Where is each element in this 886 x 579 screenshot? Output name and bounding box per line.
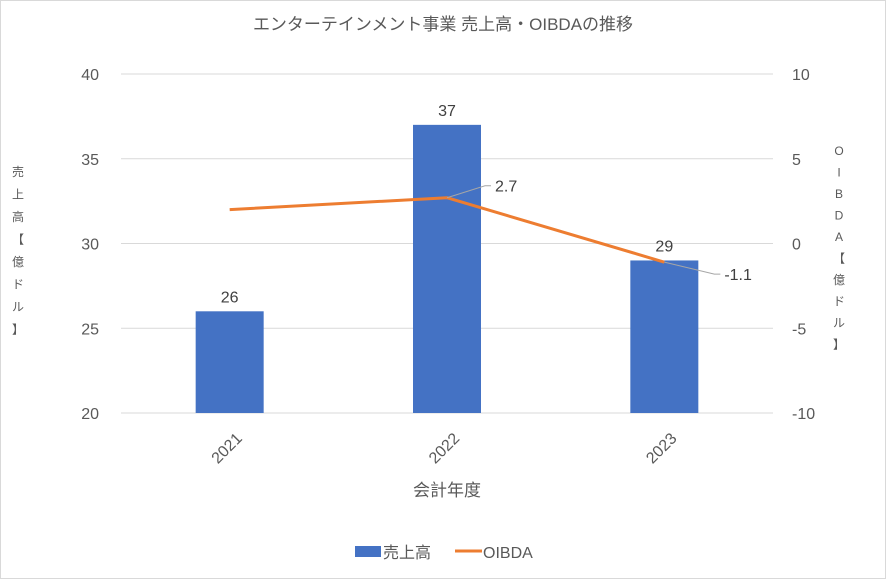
bar-data-label: 29 [655, 238, 673, 255]
y-axis-left: 20 25 30 35 40 [81, 67, 99, 423]
x-axis-title: 会計年度 [413, 481, 481, 500]
bar-series: 26 37 29 [195, 103, 699, 413]
y-axis-title-char: 【 [12, 233, 24, 247]
x-axis: 2021 2022 2023 [209, 430, 681, 467]
legend: 売上高 OIBDA [355, 544, 533, 562]
y-axis-title-char: 売 [12, 164, 24, 179]
y2-axis-title-char: 億 [833, 273, 845, 287]
y2-tick-label: 10 [792, 67, 810, 84]
bar-data-label: 37 [438, 103, 456, 120]
y-axis-title-left: 売上高【億ドル】 [12, 164, 24, 337]
y2-axis-title-char: B [835, 187, 843, 201]
bar-2021 [195, 311, 264, 413]
leader-line [446, 185, 491, 199]
y-axis-title-char: 億 [12, 255, 24, 269]
chart-title: エンターテインメント事業 売上高・OIBDAの推移 [253, 15, 633, 34]
bar-2023 [630, 260, 699, 413]
y2-axis-title-char: A [835, 230, 843, 244]
legend-label-oibda: OIBDA [483, 545, 533, 562]
y-axis-title-right: OIBDA 【億ドル】 [833, 144, 845, 352]
y-axis-title-char: 上 [12, 188, 24, 202]
y-axis-right: -10 -5 0 5 10 [792, 67, 815, 423]
bar-2022 [413, 124, 481, 413]
y-tick-label: 40 [81, 67, 99, 84]
bar-data-label: 26 [221, 289, 239, 306]
y2-tick-label: 0 [792, 237, 801, 254]
y2-axis-title-char: ド [833, 295, 845, 309]
y2-tick-label: 5 [792, 152, 801, 169]
line-series: 2.7 -1.1 [229, 179, 752, 284]
y-tick-label: 20 [81, 406, 99, 423]
y-axis-title-char: ド [12, 278, 24, 292]
x-tick-label: 2022 [426, 430, 463, 467]
line-data-label: -1.1 [724, 267, 752, 284]
y2-axis-title-char: I [837, 166, 840, 180]
y2-tick-label: -5 [792, 321, 806, 338]
y2-axis-title-char: 】 [833, 338, 845, 352]
legend-label-sales: 売上高 [383, 544, 431, 562]
legend-swatch-sales [355, 546, 381, 557]
y2-tick-label: -10 [792, 406, 815, 423]
y-tick-label: 35 [81, 152, 99, 169]
y-axis-title-char: 高 [12, 209, 24, 224]
y-tick-label: 25 [81, 321, 99, 338]
x-tick-label: 2021 [209, 430, 246, 467]
y-axis-title-char: 】 [12, 323, 24, 337]
y2-axis-title-char: D [835, 209, 844, 223]
y2-axis-title-char: 【 [833, 252, 845, 266]
leader-line [664, 261, 721, 275]
line-data-label: 2.7 [495, 179, 517, 196]
y-tick-label: 30 [81, 237, 99, 254]
y-axis-title-char: ル [12, 300, 24, 314]
x-tick-label: 2023 [643, 430, 680, 467]
y2-axis-title-char: ル [833, 316, 845, 330]
y2-axis-title-char: O [834, 144, 843, 158]
